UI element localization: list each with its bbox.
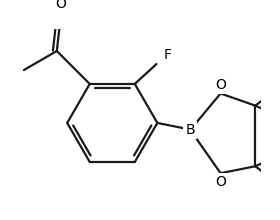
Text: O: O — [56, 0, 67, 11]
Text: O: O — [215, 78, 226, 92]
Text: O: O — [215, 175, 226, 189]
Text: B: B — [185, 123, 195, 137]
Text: F: F — [164, 48, 172, 62]
